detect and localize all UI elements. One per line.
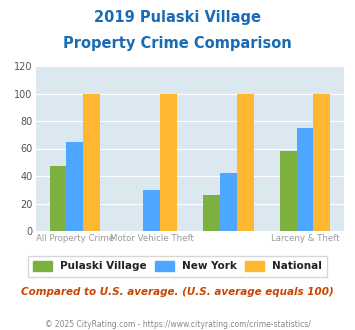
Bar — [203, 195, 220, 231]
Text: Compared to U.S. average. (U.S. average equals 100): Compared to U.S. average. (U.S. average … — [21, 287, 334, 297]
Text: Property Crime Comparison: Property Crime Comparison — [63, 36, 292, 51]
Bar — [313, 93, 330, 231]
Bar — [160, 93, 177, 231]
Bar — [66, 142, 83, 231]
Bar — [296, 128, 313, 231]
Bar — [280, 151, 296, 231]
Bar — [83, 93, 100, 231]
Bar — [220, 173, 237, 231]
Bar — [50, 166, 66, 231]
Legend: Pulaski Village, New York, National: Pulaski Village, New York, National — [28, 256, 327, 277]
Bar — [143, 190, 160, 231]
Text: 2019 Pulaski Village: 2019 Pulaski Village — [94, 10, 261, 25]
Text: © 2025 CityRating.com - https://www.cityrating.com/crime-statistics/: © 2025 CityRating.com - https://www.city… — [45, 320, 310, 329]
Bar — [237, 93, 253, 231]
